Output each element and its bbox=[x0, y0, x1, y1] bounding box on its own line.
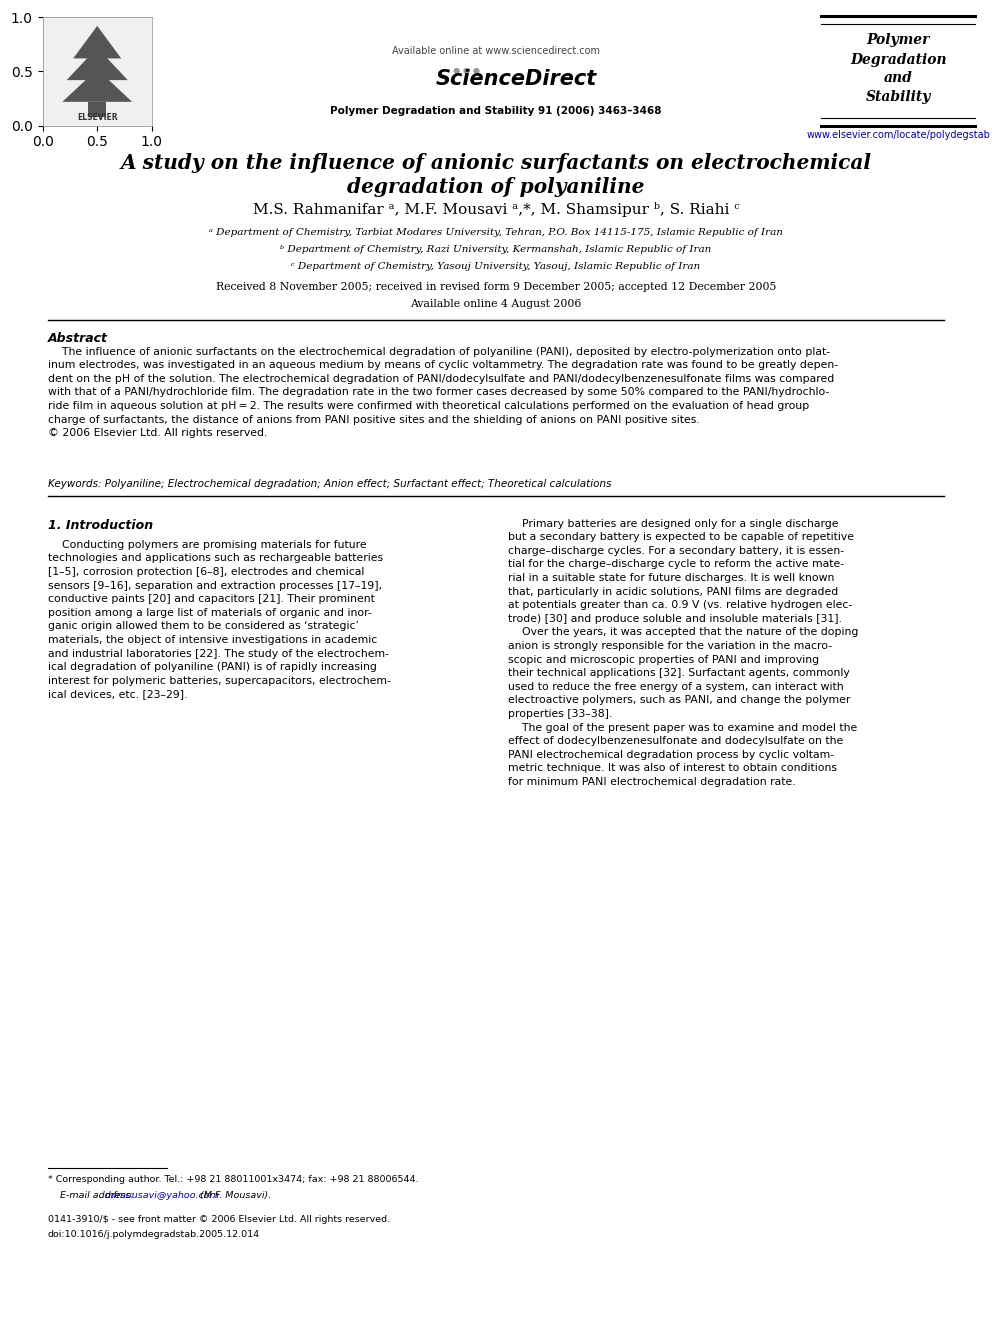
Text: Abstract: Abstract bbox=[48, 332, 107, 345]
Text: * Corresponding author. Tel.: +98 21 88011001x3474; fax: +98 21 88006544.: * Corresponding author. Tel.: +98 21 880… bbox=[48, 1175, 418, 1184]
Text: 1. Introduction: 1. Introduction bbox=[48, 519, 153, 532]
Text: Polymer: Polymer bbox=[867, 33, 930, 48]
Polygon shape bbox=[62, 69, 132, 102]
Text: degradation of polyaniline: degradation of polyaniline bbox=[347, 177, 645, 197]
Text: Conducting polymers are promising materials for future
technologies and applicat: Conducting polymers are promising materi… bbox=[48, 540, 391, 700]
Text: ᶜ Department of Chemistry, Yasouj University, Yasouj, Islamic Republic of Iran: ᶜ Department of Chemistry, Yasouj Univer… bbox=[292, 262, 700, 271]
Text: Received 8 November 2005; received in revised form 9 December 2005; accepted 12 : Received 8 November 2005; received in re… bbox=[216, 282, 776, 292]
Text: Available online at www.sciencedirect.com: Available online at www.sciencedirect.co… bbox=[392, 46, 600, 57]
Text: mfmousavi@yahoo.com: mfmousavi@yahoo.com bbox=[105, 1191, 220, 1200]
Text: Keywords: Polyaniline; Electrochemical degradation; Anion effect; Surfactant eff: Keywords: Polyaniline; Electrochemical d… bbox=[48, 479, 611, 490]
Polygon shape bbox=[66, 48, 128, 81]
Text: Polymer Degradation and Stability 91 (2006) 3463–3468: Polymer Degradation and Stability 91 (20… bbox=[330, 106, 662, 116]
Text: E-mail address:: E-mail address: bbox=[48, 1191, 136, 1200]
Text: ELSEVIER: ELSEVIER bbox=[77, 114, 117, 123]
Text: ScienceDirect: ScienceDirect bbox=[435, 69, 596, 89]
Text: ᵇ Department of Chemistry, Razi University, Kermanshah, Islamic Republic of Iran: ᵇ Department of Chemistry, Razi Universi… bbox=[281, 245, 711, 254]
Text: (M.F. Mousavi).: (M.F. Mousavi). bbox=[197, 1191, 272, 1200]
Text: Degradation: Degradation bbox=[850, 53, 946, 67]
Text: M.S. Rahmanifar ᵃ, M.F. Mousavi ᵃ,*, M. Shamsipur ᵇ, S. Riahi ᶜ: M.S. Rahmanifar ᵃ, M.F. Mousavi ᵃ,*, M. … bbox=[253, 202, 739, 217]
Polygon shape bbox=[73, 26, 121, 58]
Text: ● ● ●: ● ● ● bbox=[452, 66, 480, 75]
Text: ᵃ Department of Chemistry, Tarbiat Modares University, Tehran, P.O. Box 14115-17: ᵃ Department of Chemistry, Tarbiat Modar… bbox=[209, 228, 783, 237]
Text: Primary batteries are designed only for a single discharge
but a secondary batte: Primary batteries are designed only for … bbox=[508, 519, 858, 787]
Text: Available online 4 August 2006: Available online 4 August 2006 bbox=[411, 299, 581, 310]
Polygon shape bbox=[88, 102, 106, 116]
Text: The influence of anionic surfactants on the electrochemical degradation of polya: The influence of anionic surfactants on … bbox=[48, 347, 837, 438]
Text: doi:10.1016/j.polymdegradstab.2005.12.014: doi:10.1016/j.polymdegradstab.2005.12.01… bbox=[48, 1230, 260, 1240]
Text: and: and bbox=[884, 71, 913, 86]
Text: A study on the influence of anionic surfactants on electrochemical: A study on the influence of anionic surf… bbox=[120, 153, 872, 173]
Text: Stability: Stability bbox=[866, 90, 930, 105]
Text: www.elsevier.com/locate/polydegstab: www.elsevier.com/locate/polydegstab bbox=[806, 130, 990, 140]
Text: 0141-3910/$ - see front matter © 2006 Elsevier Ltd. All rights reserved.: 0141-3910/$ - see front matter © 2006 El… bbox=[48, 1215, 390, 1224]
